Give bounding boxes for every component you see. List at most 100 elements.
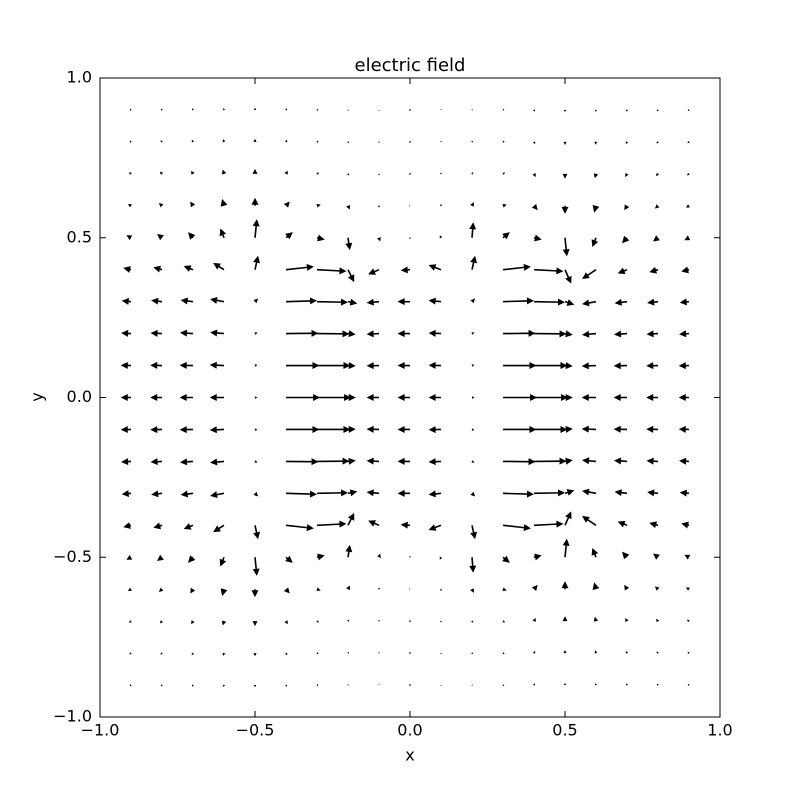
arrow	[409, 652, 411, 654]
arrow	[647, 298, 659, 306]
arrow	[534, 394, 569, 401]
arrow	[687, 140, 690, 144]
arrow	[428, 394, 441, 401]
arrow	[678, 362, 690, 370]
arrow	[284, 620, 288, 625]
arrow	[439, 685, 443, 686]
arrow	[439, 235, 443, 239]
y-axis-label: y	[28, 392, 47, 401]
arrow	[209, 394, 224, 401]
arrow	[502, 203, 507, 208]
arrow	[160, 684, 163, 687]
arrow	[409, 588, 410, 591]
arrow	[127, 203, 132, 208]
arrow	[285, 524, 314, 532]
arrow	[471, 684, 473, 686]
arrow	[582, 330, 597, 338]
arrow	[317, 362, 351, 370]
arrow	[678, 425, 690, 433]
arrow	[377, 619, 381, 622]
arrow	[377, 237, 381, 242]
arrow	[210, 329, 225, 337]
arrow	[347, 425, 356, 433]
arrow	[285, 297, 317, 305]
arrow	[408, 556, 412, 558]
arrow	[160, 108, 163, 111]
arrow	[209, 426, 225, 434]
arrow	[151, 490, 163, 498]
arrow	[126, 554, 133, 560]
arrow	[316, 553, 325, 561]
arrow	[686, 619, 690, 623]
arrow	[625, 618, 629, 623]
arrow	[684, 554, 691, 560]
arrow	[564, 489, 575, 496]
arrow	[254, 332, 258, 335]
arrow	[614, 489, 628, 497]
arrow	[614, 298, 628, 306]
arrow	[347, 512, 355, 526]
arrow	[625, 172, 629, 177]
arrow	[251, 197, 259, 206]
arrow	[428, 329, 442, 337]
arrow	[531, 584, 538, 592]
arrow	[286, 425, 320, 433]
arrow	[532, 172, 536, 177]
arrow	[286, 394, 321, 401]
arrow	[254, 428, 258, 431]
arrow	[469, 222, 477, 238]
arrow	[613, 362, 628, 370]
arrow	[533, 489, 566, 497]
arrow	[687, 684, 690, 687]
arrow	[428, 297, 442, 305]
arrow	[594, 141, 598, 145]
arrow	[654, 204, 660, 209]
arrow	[625, 141, 629, 145]
y-tick-label: 1.0	[67, 68, 92, 87]
arrow	[252, 168, 258, 174]
arrow	[183, 265, 194, 272]
arrow	[656, 109, 659, 112]
arrow	[286, 362, 320, 370]
arrow	[564, 425, 573, 433]
arrow	[582, 457, 597, 465]
arrow	[368, 520, 380, 527]
arrow	[502, 458, 536, 466]
arrow	[581, 394, 596, 401]
arrow	[563, 141, 567, 145]
arrow	[439, 621, 443, 623]
arrow	[439, 556, 443, 560]
arrow	[180, 297, 194, 305]
arrow	[397, 457, 410, 465]
arrow	[159, 171, 164, 175]
arrow	[284, 170, 288, 175]
arrow	[179, 394, 193, 401]
arrow	[439, 172, 443, 174]
arrow	[563, 649, 567, 654]
arrow	[252, 621, 258, 627]
arrow	[191, 108, 195, 111]
arrow	[502, 329, 536, 337]
arrow	[439, 653, 443, 655]
arrow	[347, 269, 355, 283]
arrow	[564, 362, 573, 370]
arrow	[561, 581, 569, 590]
arrow	[562, 616, 568, 622]
arrow	[347, 489, 358, 497]
arrow	[253, 255, 260, 270]
arrow	[591, 547, 599, 558]
arrow	[316, 203, 321, 208]
arrow	[123, 522, 132, 529]
arrow	[428, 361, 442, 369]
arrow	[532, 109, 536, 112]
arrow	[503, 394, 538, 401]
arrow	[220, 198, 228, 207]
arrow	[470, 202, 474, 207]
arrow	[502, 683, 505, 687]
arrow	[157, 554, 164, 561]
arrow	[409, 684, 411, 686]
arrow	[502, 555, 510, 563]
arrow	[191, 170, 195, 175]
arrow	[562, 538, 570, 558]
